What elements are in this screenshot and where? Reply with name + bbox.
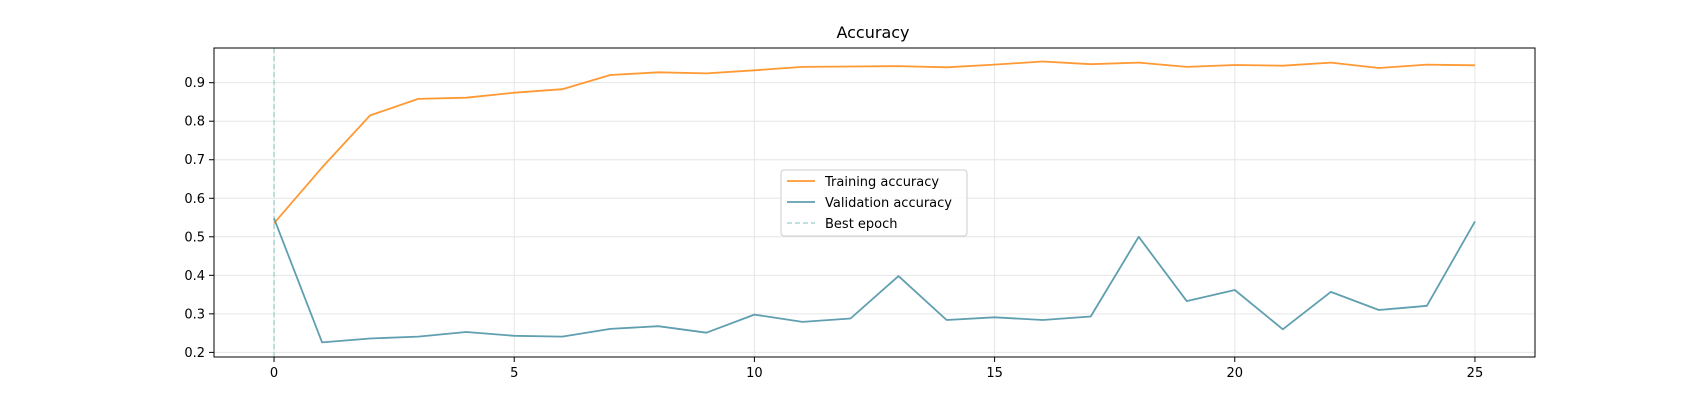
x-axis-ticks: 0 5 10 15 20 25	[270, 357, 1483, 381]
y-tick-label: 0.7	[184, 153, 205, 168]
series-line-validation	[273, 217, 1476, 344]
y-tick-label: 0.4	[184, 269, 205, 284]
chart-title: Accuracy	[836, 23, 909, 42]
y-tick-label: 0.2	[184, 346, 205, 361]
x-tick-label: 25	[1467, 366, 1484, 381]
y-tick-label: 0.5	[184, 230, 205, 245]
plot-frame	[213, 47, 1536, 358]
legend-label-best-epoch: Best epoch	[825, 217, 898, 232]
plot-area	[273, 48, 1476, 357]
legend-box	[780, 169, 968, 237]
legend: Training accuracy Validation accuracy Be…	[780, 169, 968, 237]
y-tick-label: 0.6	[184, 192, 205, 207]
grid-lines	[214, 48, 1535, 357]
y-tick-label: 0.3	[184, 307, 205, 322]
x-tick-label: 20	[1226, 366, 1243, 381]
legend-label-training: Training accuracy	[824, 175, 939, 190]
y-tick-label: 0.8	[184, 115, 205, 130]
legend-label-validation: Validation accuracy	[825, 196, 952, 211]
x-tick-label: 15	[986, 366, 1003, 381]
series-line-training	[273, 60, 1476, 224]
y-tick-label: 0.9	[184, 76, 205, 91]
y-axis-ticks: 0.2 0.3 0.4 0.5 0.6 0.7 0.8 0.9	[184, 76, 214, 361]
x-tick-label: 0	[270, 366, 278, 381]
x-tick-label: 5	[510, 366, 518, 381]
x-tick-label: 10	[746, 366, 763, 381]
